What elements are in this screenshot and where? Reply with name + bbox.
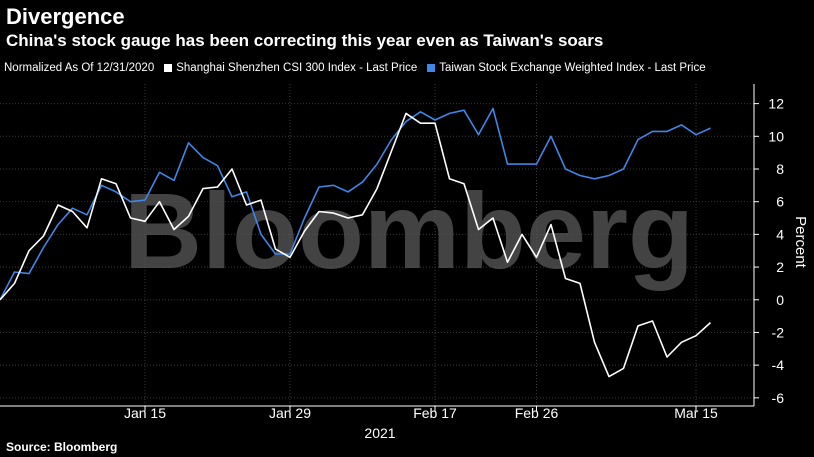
y-tick-label: 10 bbox=[768, 128, 784, 144]
legend-item-csi300: Shanghai Shenzhen CSI 300 Index - Last P… bbox=[164, 61, 417, 75]
y-tick-label: 2 bbox=[776, 259, 784, 275]
y-tick-label: 4 bbox=[776, 226, 784, 242]
chart-title: Divergence bbox=[6, 4, 125, 29]
series-line-csi300 bbox=[0, 112, 712, 378]
y-axis-label: Percent bbox=[792, 216, 809, 269]
legend-label-taiex: Taiwan Stock Exchange Weighted Index - L… bbox=[439, 62, 706, 74]
x-tick-label: Mar 15 bbox=[674, 405, 718, 421]
legend-normalized-note: Normalized As Of 12/31/2020 bbox=[4, 62, 155, 74]
x-tick-label: Jan 29 bbox=[269, 405, 311, 421]
series-line-taiex bbox=[0, 107, 711, 301]
x-tick-label: Feb 26 bbox=[515, 405, 559, 421]
y-tick-label: -2 bbox=[772, 324, 785, 340]
y-tick-label: -6 bbox=[772, 390, 785, 406]
chart-subtitle: China's stock gauge has been correcting … bbox=[6, 31, 604, 50]
legend-item-taiex: Taiwan Stock Exchange Weighted Index - L… bbox=[427, 61, 706, 75]
y-tick-label: 8 bbox=[776, 161, 784, 177]
series-lines bbox=[0, 107, 712, 378]
x-tick-label: Feb 17 bbox=[413, 405, 457, 421]
y-tick-label: 12 bbox=[768, 96, 784, 112]
y-tick-label: -4 bbox=[772, 357, 785, 373]
x-axis-year-label: 2021 bbox=[364, 425, 395, 441]
y-tick-label: 6 bbox=[776, 194, 784, 210]
x-tick-label: Jan 15 bbox=[124, 405, 166, 421]
axes: -6 -4 -2 0 2 4 6 8 10 12 Jan 15 Jan 29 Feb 17 Feb 26 M… bbox=[0, 84, 784, 421]
legend-label-csi300: Shanghai Shenzhen CSI 300 Index - Last P… bbox=[176, 62, 418, 74]
legend-swatch-taiex bbox=[427, 64, 436, 72]
legend-swatch-csi300 bbox=[164, 64, 173, 72]
legend: Normalized As Of 12/31/2020 Shanghai She… bbox=[4, 61, 706, 75]
y-tick-label: 0 bbox=[776, 292, 784, 308]
source-note: Source: Bloomberg bbox=[6, 440, 118, 454]
bloomberg-watermark: Bloomberg bbox=[124, 170, 694, 291]
